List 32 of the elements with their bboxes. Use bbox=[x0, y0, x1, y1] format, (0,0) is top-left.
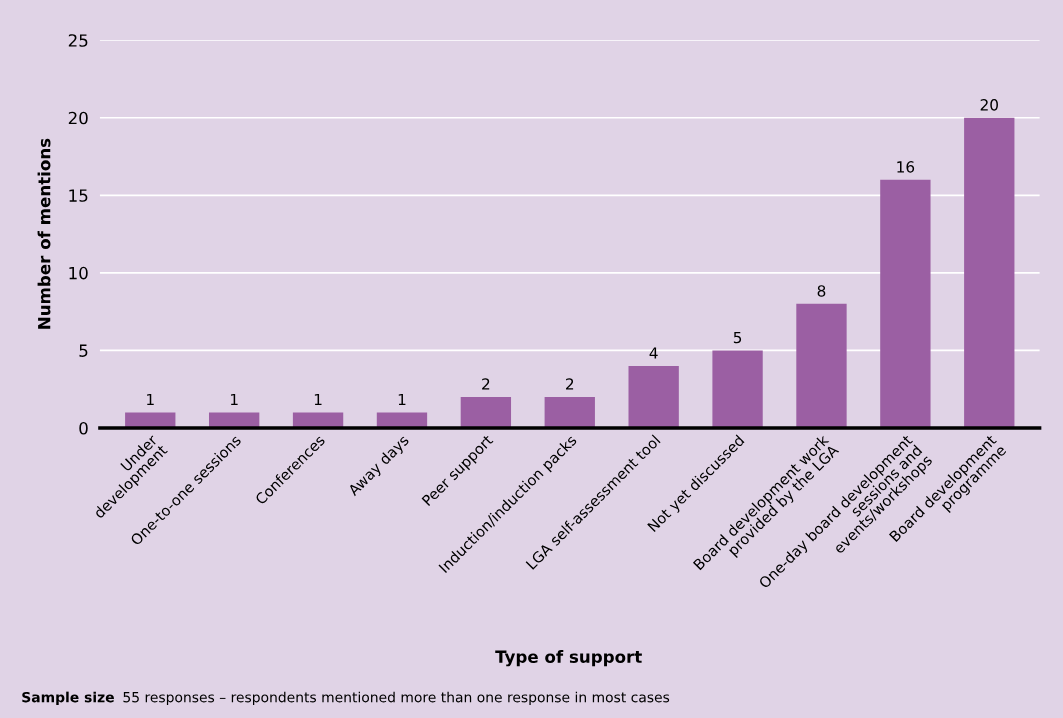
y-axis-title: Number of mentions bbox=[37, 138, 51, 329]
y-tick-label: 20 bbox=[68, 111, 88, 125]
bar bbox=[544, 396, 595, 428]
bar bbox=[796, 303, 847, 428]
data-label: 2 bbox=[482, 378, 490, 390]
data-label: 5 bbox=[733, 331, 742, 344]
data-label: 1 bbox=[147, 393, 154, 406]
bar bbox=[460, 396, 512, 428]
y-tick-label: 0 bbox=[79, 421, 88, 435]
data-label: 2 bbox=[566, 378, 574, 390]
y-tick-label: 15 bbox=[69, 189, 88, 202]
bar bbox=[292, 412, 344, 428]
x-axis-title: Type of support bbox=[495, 650, 642, 667]
bar bbox=[712, 350, 763, 428]
bar bbox=[125, 412, 176, 428]
data-label: 1 bbox=[398, 393, 406, 406]
data-label: 8 bbox=[817, 285, 826, 297]
data-label: 4 bbox=[649, 347, 658, 359]
bar bbox=[376, 412, 428, 428]
data-label: 16 bbox=[897, 161, 915, 173]
text: 55 responses – respondents mentioned more than one response in most cases bbox=[123, 691, 670, 706]
y-tick-label: 10 bbox=[69, 266, 88, 280]
data-label: 1 bbox=[230, 393, 238, 406]
bar bbox=[880, 179, 931, 428]
bar bbox=[964, 117, 1015, 428]
y-tick-label: 5 bbox=[79, 344, 88, 357]
text: Sample size bbox=[22, 691, 114, 706]
y-tick-label: 25 bbox=[68, 34, 88, 47]
data-label: 20 bbox=[980, 99, 998, 111]
data-label: 1 bbox=[314, 393, 322, 406]
bar bbox=[208, 412, 260, 428]
bar bbox=[628, 365, 679, 428]
